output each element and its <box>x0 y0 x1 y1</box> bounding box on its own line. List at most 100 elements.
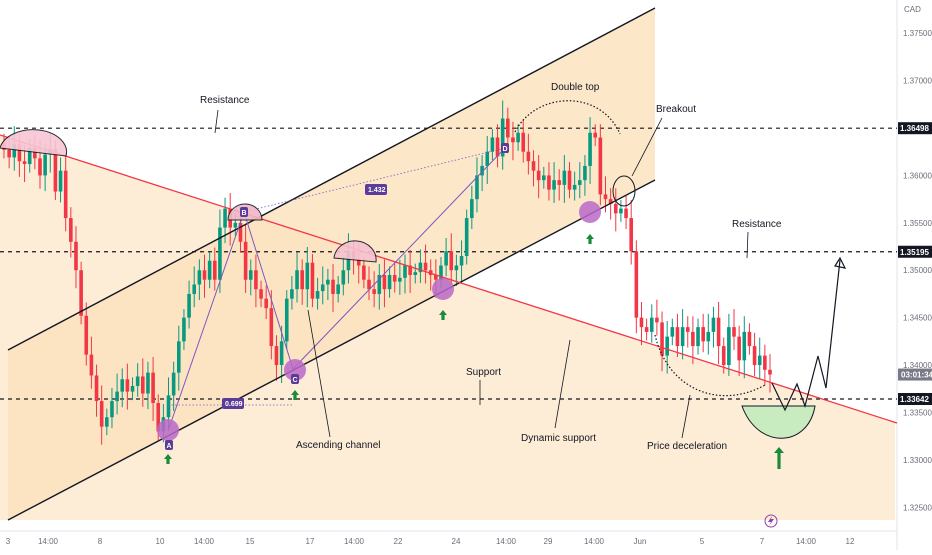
candle-body-59 <box>305 262 310 290</box>
candle-body-106 <box>547 175 551 190</box>
candle-body-28 <box>146 372 150 394</box>
candle-body-86 <box>444 251 448 266</box>
candle-body-127 <box>655 317 659 323</box>
candle-body-16 <box>84 315 89 355</box>
candle-body-133 <box>685 327 690 332</box>
current-price-text: 03:01:34 <box>901 371 932 380</box>
candle-body-112 <box>577 180 582 185</box>
candle-body-109 <box>562 170 567 185</box>
up-arrows <box>164 234 784 469</box>
candle-body-50 <box>259 289 263 299</box>
candle-body-98 <box>506 118 510 138</box>
channel-upper-line[interactable] <box>7 7 656 351</box>
price-scale[interactable] <box>897 0 932 550</box>
candle-body-52 <box>269 308 274 347</box>
candle-body-114 <box>588 132 592 166</box>
candle-body-121 <box>624 208 628 219</box>
label-ascending-channel: Ascending channel <box>296 440 381 451</box>
candle-body-117 <box>603 194 608 200</box>
deceleration-arc <box>654 334 766 397</box>
pointer-breakout <box>631 117 663 177</box>
x-tick-0: 3 <box>6 537 11 546</box>
candle-body-143 <box>737 336 741 361</box>
projection-path[interactable] <box>771 259 841 412</box>
x-tick-14: 5 <box>700 537 705 546</box>
candle-body-18 <box>94 375 99 402</box>
breakout-circle[interactable] <box>612 175 636 207</box>
candle-body-134 <box>691 331 695 347</box>
candle-body-111 <box>572 184 577 190</box>
candle-body-49 <box>254 270 258 290</box>
candle-body-55 <box>284 298 289 342</box>
x-tick-7: 14:00 <box>344 537 365 546</box>
candle-body-29 <box>151 372 155 403</box>
bd-ratio-line <box>243 147 506 213</box>
lightning-icon[interactable] <box>764 514 778 528</box>
touch-circle-c <box>284 359 306 381</box>
candle-body-26 <box>135 376 140 386</box>
candle-body-145 <box>747 331 752 347</box>
candle-body-65 <box>336 284 340 294</box>
x-tick-6: 17 <box>306 537 315 546</box>
x-tick-5: 15 <box>246 537 255 546</box>
candle-body-146 <box>752 346 757 366</box>
candle-body-123 <box>634 251 639 318</box>
abcd-pattern-line[interactable] <box>167 147 506 432</box>
pointer-ascending <box>307 309 331 438</box>
candle-body-69 <box>356 258 361 266</box>
candle-body-92 <box>475 175 479 200</box>
candle-body-125 <box>644 327 649 332</box>
candle-body-126 <box>649 317 654 332</box>
candle-body-122 <box>629 218 633 252</box>
candle-body-140 <box>721 346 726 366</box>
x-axis-ticks: 3 14:00 8 10 14:00 15 17 14:00 22 24 14:00 29 14:00 J… <box>6 537 855 546</box>
level-tag-text-2: 1.33642 <box>900 395 929 404</box>
candle-body-99 <box>511 137 515 143</box>
candle-body-87 <box>449 251 454 271</box>
candle-body-40 <box>207 260 212 280</box>
candle-body-80 <box>413 272 418 275</box>
label-resistance-right: Resistance <box>732 219 782 230</box>
level-tag-text-1: 1.35195 <box>900 248 929 257</box>
candle-body-25 <box>130 385 135 392</box>
channel-lower-line[interactable] <box>7 179 656 521</box>
candle-body-85 <box>439 265 443 280</box>
x-tick-15: 7 <box>760 537 765 546</box>
support-bowl <box>741 405 816 439</box>
point-box-b <box>240 207 248 217</box>
currency-label: CAD <box>904 5 921 14</box>
pointer-dynamic <box>554 339 571 429</box>
x-tick-4: 14:00 <box>194 537 215 546</box>
candle-body-58 <box>300 270 304 290</box>
candle-body-39 <box>202 270 207 280</box>
candle-body-64 <box>331 279 335 294</box>
candle-body-56 <box>290 289 294 299</box>
candle-body-13 <box>69 218 73 242</box>
point-a: A <box>167 443 172 450</box>
candle-body-37 <box>192 284 197 294</box>
candle-body-27 <box>141 376 145 394</box>
candle-body-5 <box>27 147 32 165</box>
level-tag-0 <box>898 122 932 135</box>
candle-body-45 <box>233 222 238 228</box>
candle-body-1 <box>7 149 11 158</box>
ratio-box-ac <box>222 398 244 409</box>
touch-arc-1 <box>0 129 68 157</box>
candle-body-6 <box>33 147 37 159</box>
touch-circle-support <box>432 278 454 300</box>
candle-body-93 <box>480 165 484 176</box>
candle-body-84 <box>434 274 438 280</box>
candle-body-110 <box>567 170 572 190</box>
dynamic-support-line[interactable] <box>0 134 898 424</box>
candle-body-63 <box>326 279 330 285</box>
x-tick-1: 14:00 <box>38 537 59 546</box>
y-tick-8: 1.33000 <box>903 456 932 465</box>
candle-body-38 <box>197 270 202 285</box>
candle-body-102 <box>526 151 531 162</box>
candle-body-100 <box>516 132 520 143</box>
candle-body-144 <box>742 331 747 361</box>
label-double-top: Double top <box>551 82 600 93</box>
candle-body-21 <box>110 401 114 418</box>
